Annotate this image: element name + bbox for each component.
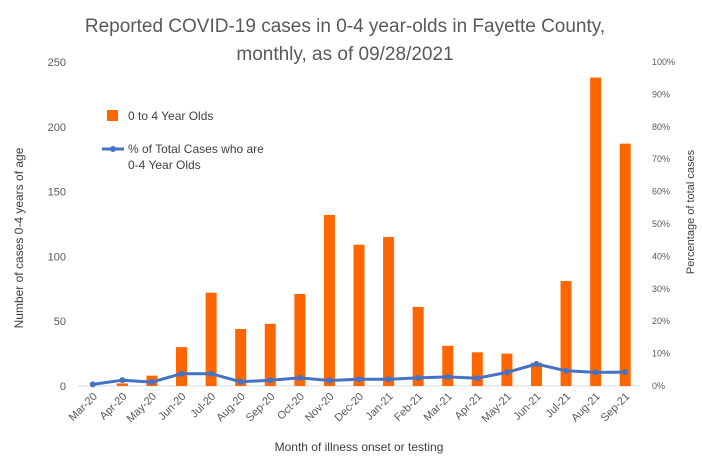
bar	[294, 293, 306, 386]
x-tick-label: Feb-21	[392, 391, 425, 424]
line-point	[444, 373, 451, 380]
y2-axis-label: Percentage of total cases	[685, 149, 697, 274]
line-point	[503, 369, 510, 376]
bar	[619, 143, 631, 386]
bar	[442, 345, 454, 386]
bar	[560, 281, 572, 386]
x-tick-label: Aug-20	[214, 391, 248, 425]
y2-tick-label: 20%	[652, 316, 670, 326]
bar	[323, 214, 335, 386]
bar	[235, 328, 247, 386]
x-tick-label: Nov-20	[303, 391, 337, 425]
legend-swatch-marker	[110, 146, 116, 152]
legend-swatch-bars	[107, 110, 118, 121]
y-tick-label: 100	[48, 251, 66, 263]
y-tick-label: 150	[48, 187, 66, 199]
x-tick-label: Dec-20	[333, 391, 367, 425]
bar	[264, 323, 276, 386]
line-point	[148, 379, 155, 386]
line-series	[89, 360, 629, 388]
bar	[205, 292, 217, 386]
bar	[412, 306, 424, 386]
y2-tick-label: 50%	[652, 219, 670, 229]
x-tick-label: Sep-21	[599, 391, 633, 425]
line-point	[474, 375, 481, 382]
y2-tick-label: 60%	[652, 187, 670, 197]
line-point	[415, 374, 422, 381]
bar	[116, 383, 128, 386]
x-tick-label: Jun-20	[156, 391, 188, 423]
line-point	[178, 370, 185, 377]
legend-label-line-2: 0-4 Year Olds	[128, 158, 201, 172]
y2-tick-label: 90%	[652, 89, 670, 99]
chart-title-line-2: monthly, as of 09/28/2021	[236, 44, 453, 65]
y2-tick-label: 100%	[652, 57, 675, 67]
bar	[530, 362, 542, 386]
y-axis-left: 0 50 100 150 200 250	[48, 57, 66, 393]
line-point	[89, 381, 96, 388]
line-point	[296, 374, 303, 381]
x-tick-label: Aug-21	[569, 391, 603, 425]
line-point	[356, 376, 362, 383]
y-tick-label: 0	[60, 381, 66, 393]
line-point	[119, 377, 126, 384]
x-tick-label: Oct-20	[275, 391, 307, 423]
bar	[590, 77, 602, 386]
bar-series	[116, 77, 631, 386]
bar	[383, 236, 395, 386]
bar	[471, 352, 483, 386]
line-point	[326, 377, 333, 384]
x-axis-label: Month of illness onset or testing	[275, 440, 444, 454]
chart-title: Reported COVID-19 cases in 0-4 year-olds…	[85, 16, 605, 65]
line-point	[563, 367, 570, 374]
y-axis-right: 0% 10% 20% 30% 40% 50% 60% 70% 80% 90% 100%	[652, 57, 675, 391]
legend-label-line-1: % of Total Cases who are	[128, 142, 264, 156]
x-tick-label: May-20	[125, 391, 159, 425]
y2-tick-label: 30%	[652, 284, 670, 294]
y2-tick-label: 10%	[652, 349, 670, 359]
line-point	[592, 369, 599, 376]
line-point	[267, 377, 274, 384]
y-axis-label: Number of cases 0-4 years of age	[12, 147, 26, 328]
y-tick-label: 250	[48, 57, 66, 69]
line-point	[237, 378, 244, 385]
bar	[353, 244, 365, 386]
line-point	[622, 369, 629, 376]
x-tick-label: Mar-21	[422, 391, 455, 424]
y2-tick-label: 40%	[652, 251, 670, 261]
line-point	[208, 370, 215, 377]
legend-label-bars: 0 to 4 Year Olds	[128, 109, 213, 123]
y2-tick-label: 80%	[652, 122, 670, 132]
x-tick-label: Jan-21	[363, 391, 395, 423]
legend: 0 to 4 Year Olds % of Total Cases who ar…	[102, 109, 264, 172]
x-tick-label: Sep-20	[244, 391, 278, 425]
bar	[176, 347, 188, 386]
x-tick-label: May-21	[480, 391, 514, 425]
y2-tick-label: 70%	[652, 154, 670, 164]
y-tick-label: 200	[48, 122, 66, 134]
y-tick-label: 50	[54, 316, 66, 328]
line-point	[385, 376, 392, 383]
line-point	[533, 360, 540, 367]
x-tick-label: Jun-21	[511, 391, 543, 423]
x-tick-label: Mar-20	[67, 391, 100, 424]
chart-title-line-1: Reported COVID-19 cases in 0-4 year-olds…	[85, 16, 605, 37]
y2-tick-label: 0%	[652, 381, 665, 391]
